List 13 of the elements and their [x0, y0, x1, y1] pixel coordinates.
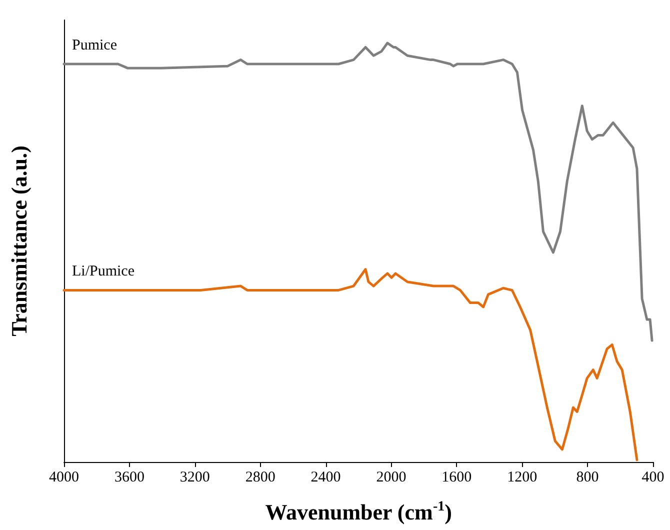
- series-label: Li/Pumice: [72, 264, 135, 280]
- x-tick-label: 3600: [114, 470, 144, 486]
- x-tick-label: 800: [576, 470, 599, 486]
- series-label: Pumice: [72, 37, 118, 54]
- x-tick-label: 400: [642, 470, 664, 486]
- x-tick-label: 1600: [442, 470, 472, 486]
- x-tick-label: 2800: [245, 470, 276, 486]
- x-tick-label: 4000: [49, 470, 79, 486]
- x-tick-label: 3200: [180, 470, 210, 486]
- y-axis-title: Transmittance (a.u.): [6, 146, 32, 336]
- x-tick-label: 2000: [376, 470, 406, 486]
- x-tick-label: 2400: [310, 470, 341, 486]
- x-tick-label: 1200: [507, 470, 538, 486]
